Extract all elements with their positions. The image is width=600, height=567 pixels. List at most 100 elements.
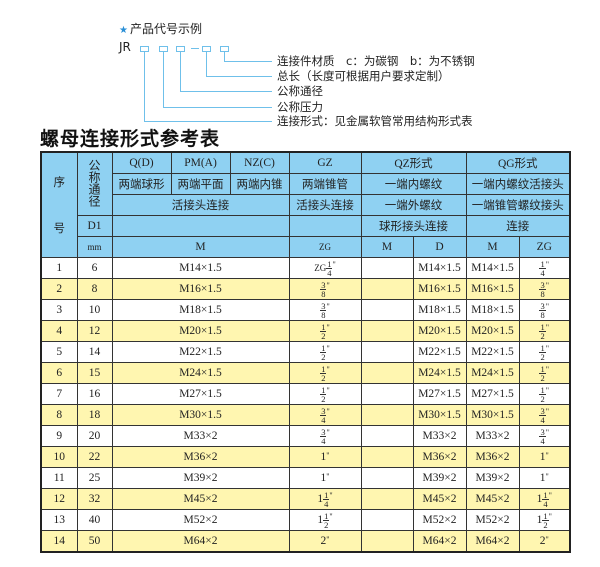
zg-numerator: 1: [539, 363, 546, 374]
code-example-title-text: 产品代号示例: [129, 22, 202, 36]
cell-zg: ZG 1 4 ": [288, 257, 362, 279]
zg-whole: 1: [539, 451, 546, 463]
zg-numerator: 1: [542, 510, 549, 521]
cell-qg-zg: 3 8 ": [518, 278, 571, 300]
cell-zg: 3 4 ": [288, 425, 362, 447]
header-cell: 活接头连接: [111, 194, 290, 216]
cell-m: M45×2: [111, 488, 290, 510]
inch-mark: ": [326, 385, 330, 395]
header-cell: 一端锥管螺纹接头: [465, 194, 571, 216]
cell-qz-d: M45×2: [412, 488, 467, 510]
cell-qz-m: [360, 341, 414, 363]
cell-dn: 6: [76, 257, 113, 279]
inch-mark: ": [545, 451, 549, 460]
inch-mark: ": [326, 451, 330, 460]
zg-denominator: 8: [540, 288, 545, 299]
cell-zg: 1": [288, 446, 362, 468]
cell-no: 12: [40, 488, 78, 510]
zg-whole: 1: [320, 472, 327, 484]
cell-dn: 10: [76, 299, 113, 321]
cell-qz-m: [360, 362, 414, 384]
table-body: 1 6 M14×1.5 ZG 1 4 " M14×1.5 M14×1.5 1 4 " 2 8 M16×1.5…: [40, 257, 571, 553]
cell-qg-zg: 1": [518, 467, 571, 489]
cell-qz-m: [360, 299, 414, 321]
header-cell: 一端内螺纹活接头: [465, 173, 571, 195]
inch-mark: ": [548, 511, 552, 521]
leader-line: [206, 76, 272, 77]
cell-qg-zg: 1": [518, 446, 571, 468]
leader-line: [224, 61, 272, 62]
cell-dn: 32: [76, 488, 113, 510]
cell-zg: 2": [288, 530, 362, 553]
cell-dn: 14: [76, 341, 113, 363]
cell-qg-zg: 3 4 ": [518, 404, 571, 426]
table-row: 14 50 M64×2 2" M64×2 M64×2 2": [40, 530, 571, 553]
cell-no: 5: [40, 341, 78, 363]
header-seq-1: 序: [53, 177, 66, 189]
cell-qz-m: [360, 446, 414, 468]
zg-numerator: 1: [539, 342, 546, 353]
cell-qz-m: [360, 404, 414, 426]
header-cell: 两端球形: [111, 173, 172, 195]
zg-whole: 1: [536, 513, 543, 526]
zg-numerator: 1: [320, 342, 327, 353]
header-zg: ZG: [288, 236, 362, 258]
cell-qz-m: [360, 320, 414, 342]
header-qg-m: M: [465, 236, 520, 258]
cell-qz-d: M24×1.5: [412, 362, 467, 384]
zg-whole: 1: [536, 492, 543, 505]
table-row: 12 32 M45×2 1 1 4 " M45×2 M45×2 1 1 4 ": [40, 488, 571, 510]
cell-qg-zg: 1 1 2 ": [518, 509, 571, 531]
inch-mark: ": [545, 427, 549, 437]
cell-qz-d: M33×2: [412, 425, 467, 447]
table-row: 8 18 M30×1.5 3 4 " M30×1.5 M30×1.5 3 4 ": [40, 404, 571, 426]
zg-numerator: 1: [323, 510, 330, 521]
table-row: 10 22 M36×2 1" M36×2 M36×2 1": [40, 446, 571, 468]
cell-zg: 1 2 ": [288, 341, 362, 363]
inch-mark: ": [545, 472, 549, 481]
header-empty: [111, 215, 290, 237]
cell-m: M22×1.5: [111, 341, 290, 363]
cell-qg-m: M24×1.5: [465, 362, 520, 384]
cell-qg-zg: 3 4 ": [518, 425, 571, 447]
cell-qg-m: M33×2: [465, 425, 520, 447]
header-qz-d: D: [412, 236, 467, 258]
header-cell: 连接: [465, 215, 571, 237]
cell-dn: 50: [76, 530, 113, 553]
cell-dn: 8: [76, 278, 113, 300]
zg-whole: 2: [539, 535, 546, 547]
zg-numerator: 3: [539, 300, 546, 311]
cell-m: M36×2: [111, 446, 290, 468]
cell-qz-m: [360, 383, 414, 405]
leader-line: [180, 52, 181, 91]
code-box: [159, 46, 168, 52]
zg-denominator: 2: [321, 393, 326, 404]
table-row: 7 16 M27×1.5 1 2 " M27×1.5 M27×1.5 1 2 ": [40, 383, 571, 405]
header-cell: 一端外螺纹: [360, 194, 467, 216]
code-box: [220, 46, 229, 52]
cell-m: M52×2: [111, 509, 290, 531]
header-seq: 序号: [40, 151, 78, 258]
cell-qz-m: [360, 488, 414, 510]
zg-whole: 1: [539, 472, 546, 484]
zg-denominator: 2: [540, 330, 545, 341]
cell-dn: 40: [76, 509, 113, 531]
cell-no: 6: [40, 362, 78, 384]
zg-denominator: 4: [540, 414, 545, 425]
cell-m: M20×1.5: [111, 320, 290, 342]
cell-m: M64×2: [111, 530, 290, 553]
zg-numerator: 1: [320, 321, 327, 332]
header-m: M: [111, 236, 290, 258]
inch-mark: ": [545, 259, 549, 269]
zg-whole: 1: [320, 451, 327, 463]
header-d1: D1: [76, 215, 113, 237]
cell-zg: 3 4 ": [288, 404, 362, 426]
cell-no: 14: [40, 530, 78, 553]
